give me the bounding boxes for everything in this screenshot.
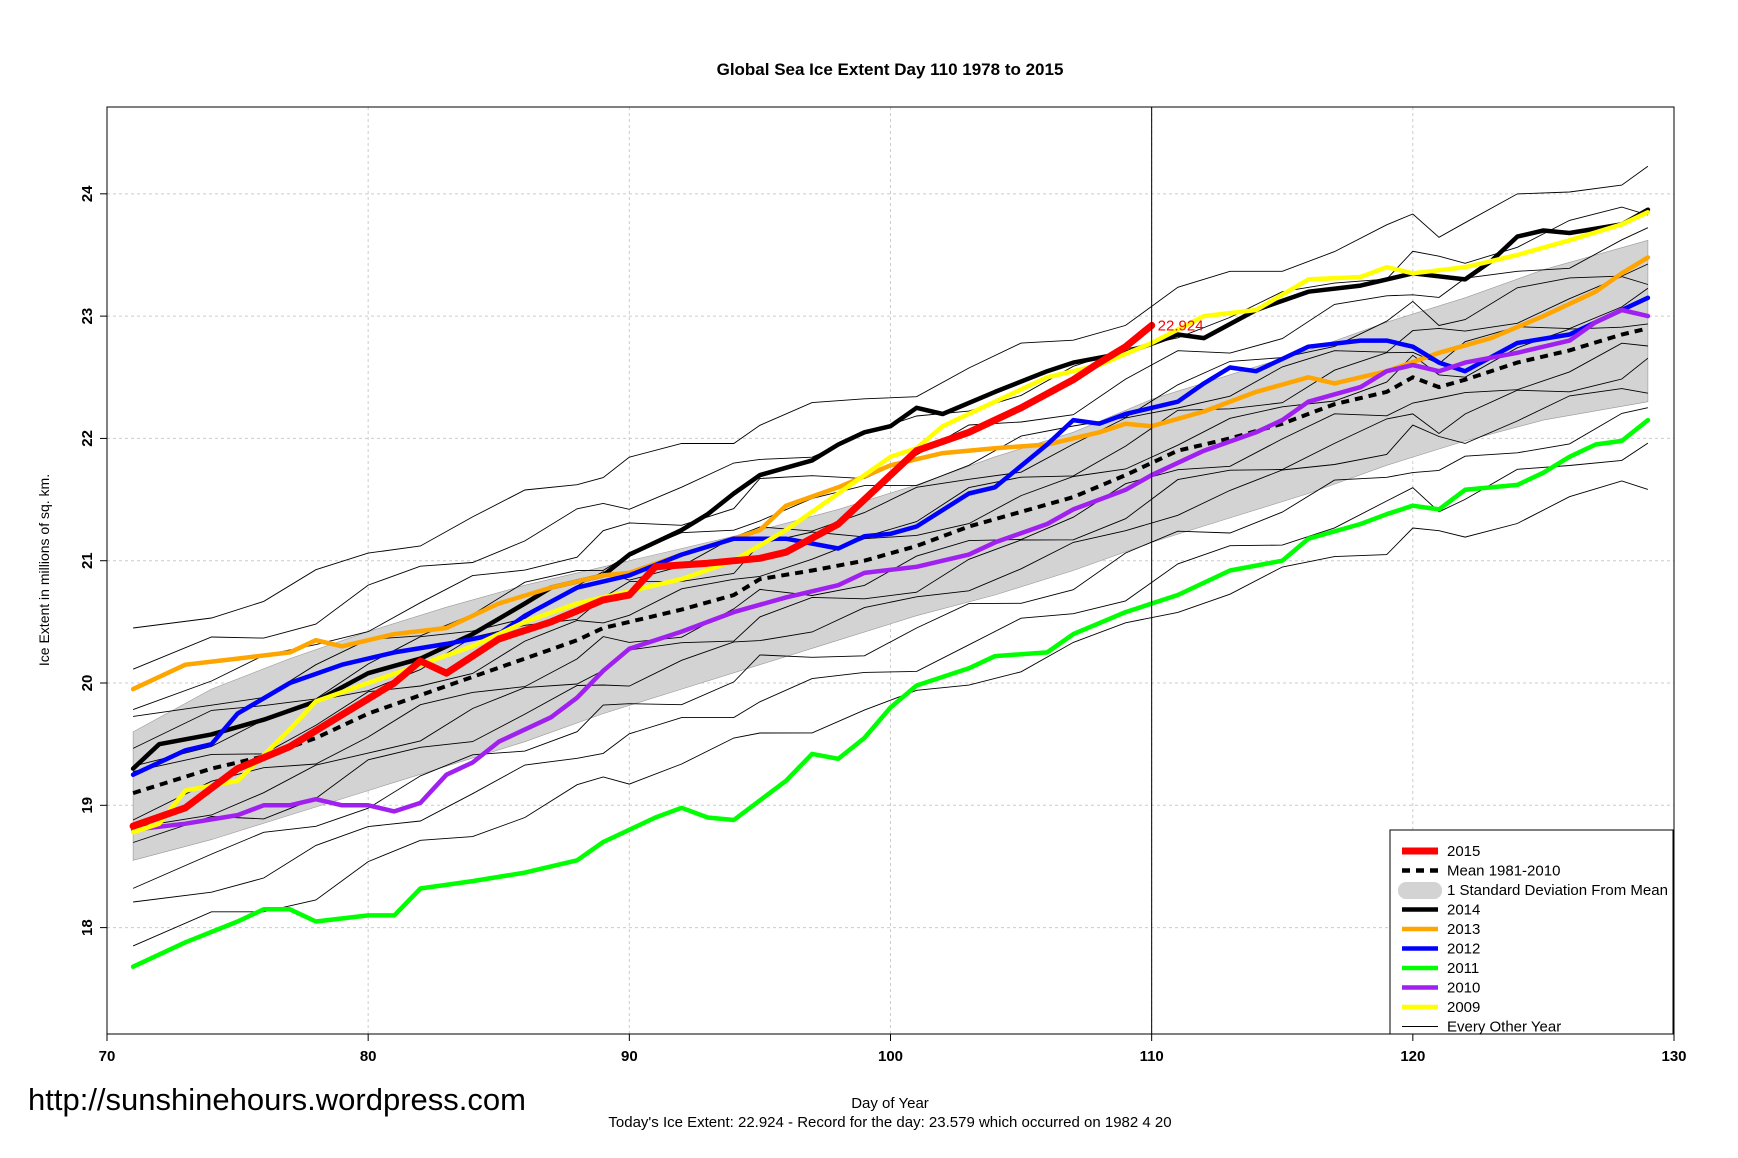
mean-line bbox=[132, 326, 1649, 796]
series-layer bbox=[129, 207, 1651, 969]
footer-note: Today's Ice Extent: 22.924 - Record for … bbox=[608, 1114, 1171, 1131]
y-axis: 18 19 20 21 22 23 24 bbox=[79, 185, 107, 936]
series-line-2012 bbox=[130, 295, 1651, 777]
x-tick-label: 110 bbox=[1140, 1048, 1164, 1065]
thin-year-line bbox=[132, 407, 1648, 889]
legend-label: 1 Standard Deviation From Mean bbox=[1447, 882, 1668, 899]
legend-box bbox=[1389, 829, 1674, 1035]
series-line-2011 bbox=[130, 417, 1651, 969]
x-axis-label: Day of Year bbox=[851, 1095, 929, 1112]
legend-label: 2009 bbox=[1447, 999, 1480, 1016]
y-tick-label: 21 bbox=[79, 552, 96, 569]
x-tick-label: 90 bbox=[621, 1048, 638, 1065]
sd-band bbox=[132, 239, 1649, 861]
y-tick-label: 23 bbox=[79, 308, 96, 325]
legend-label: 2012 bbox=[1447, 941, 1480, 958]
y-tick-label: 20 bbox=[79, 675, 96, 692]
legend-label: 2010 bbox=[1447, 980, 1480, 997]
legend-label: 2014 bbox=[1447, 902, 1480, 919]
series-line-2015 bbox=[129, 321, 1156, 830]
legend-swatch bbox=[1398, 882, 1442, 899]
y-axis-label: Ice Extent in millions of sq. km. bbox=[36, 474, 52, 666]
legend-label: Mean 1981-2010 bbox=[1447, 863, 1560, 880]
sd-band-layer bbox=[132, 239, 1649, 861]
series-line-2014 bbox=[130, 207, 1651, 771]
y-tick-label: 19 bbox=[79, 797, 96, 814]
x-tick-label: 120 bbox=[1400, 1048, 1425, 1065]
x-tick-label: 70 bbox=[99, 1048, 116, 1065]
today-value-label: 22.924 bbox=[1158, 317, 1204, 334]
legend-label: 2011 bbox=[1447, 960, 1479, 977]
series-line-2010 bbox=[130, 307, 1651, 833]
y-tick-label: 22 bbox=[79, 430, 96, 447]
thin-year-line bbox=[132, 388, 1648, 843]
x-axis: 70 80 90 100 110 120 130 bbox=[99, 1034, 1687, 1065]
source-url: http://sunshinehours.wordpress.com bbox=[28, 1082, 526, 1117]
x-tick-label: 130 bbox=[1661, 1048, 1686, 1065]
thin-year-line bbox=[133, 357, 1649, 829]
chart-title: Global Sea Ice Extent Day 110 1978 to 20… bbox=[717, 60, 1064, 79]
thin-year-line bbox=[132, 480, 1649, 947]
legend-label: 2015 bbox=[1447, 843, 1480, 860]
thin-year-line bbox=[132, 276, 1649, 749]
y-tick-label: 24 bbox=[79, 185, 96, 202]
legend-label: Every Other Year bbox=[1447, 1019, 1561, 1036]
x-tick-label: 80 bbox=[360, 1048, 377, 1065]
series-line-2009 bbox=[130, 209, 1651, 835]
y-tick-label: 18 bbox=[79, 919, 96, 936]
thin-year-line bbox=[132, 342, 1648, 821]
legend: 2015 Mean 1981-2010 1 Standard Deviation F… bbox=[1389, 829, 1674, 1036]
thin-year-line bbox=[133, 165, 1649, 629]
thin-year-line bbox=[132, 206, 1649, 670]
thin-year-line bbox=[133, 442, 1649, 903]
x-tick-label: 100 bbox=[878, 1048, 903, 1065]
mean-line-layer bbox=[132, 326, 1649, 796]
legend-label: 2013 bbox=[1447, 921, 1480, 938]
